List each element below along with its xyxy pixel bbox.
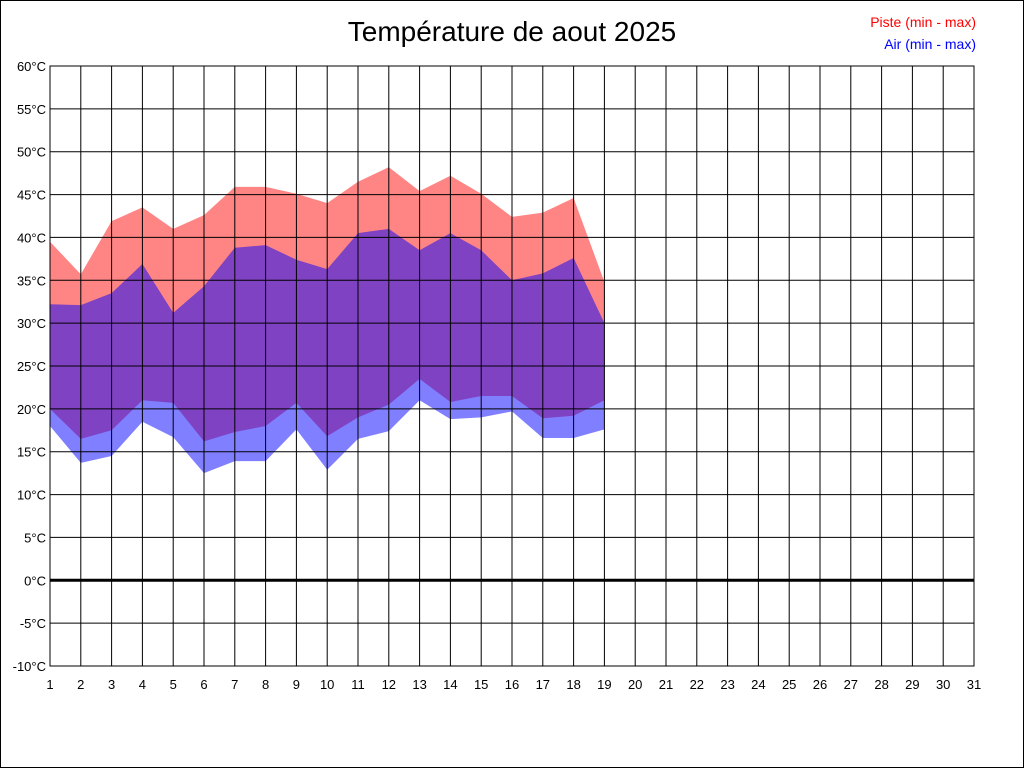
x-tick-label: 19 [597, 677, 611, 692]
y-tick-label: -5°C [20, 616, 46, 631]
x-tick-label: 22 [690, 677, 704, 692]
x-tick-label: 30 [936, 677, 950, 692]
x-tick-label: 4 [139, 677, 146, 692]
y-tick-label: 25°C [17, 359, 46, 374]
x-tick-label: 8 [262, 677, 269, 692]
x-tick-label: 25 [782, 677, 796, 692]
x-tick-label: 28 [874, 677, 888, 692]
grid-lines [49, 65, 975, 667]
y-tick-label: 60°C [17, 59, 46, 74]
y-tick-label: 20°C [17, 402, 46, 417]
x-tick-label: 6 [200, 677, 207, 692]
x-tick-label: 24 [751, 677, 765, 692]
y-tick-label: 10°C [17, 488, 46, 503]
x-tick-label: 23 [720, 677, 734, 692]
x-tick-label: 10 [320, 677, 334, 692]
x-tick-label: 20 [628, 677, 642, 692]
y-tick-label: 45°C [17, 188, 46, 203]
x-tick-label: 5 [170, 677, 177, 692]
x-tick-label: 18 [566, 677, 580, 692]
tick-labels: -10°C -5°C 0°C 5°C 10°C 15°C 20°C 25°C 30°C 35°C 4… [13, 59, 982, 692]
y-tick-label: 40°C [17, 230, 46, 245]
plot-border [49, 65, 975, 667]
x-tick-label: 31 [967, 677, 981, 692]
y-tick-label: 55°C [17, 102, 46, 117]
x-tick-label: 11 [351, 677, 365, 692]
y-tick-label: 50°C [17, 145, 46, 160]
y-tick-label: 0°C [24, 573, 46, 588]
x-tick-label: 29 [905, 677, 919, 692]
x-tick-label: 13 [412, 677, 426, 692]
x-tick-label: 9 [293, 677, 300, 692]
x-tick-label: 16 [505, 677, 519, 692]
y-tick-label: 5°C [24, 530, 46, 545]
y-tick-label: 30°C [17, 316, 46, 331]
x-tick-label: 14 [443, 677, 457, 692]
x-tick-label: 1 [46, 677, 53, 692]
x-tick-label: 3 [108, 677, 115, 692]
legend-piste: Piste (min - max) [870, 14, 976, 30]
y-tick-label: 15°C [17, 445, 46, 460]
x-tick-label: 17 [536, 677, 550, 692]
x-tick-label: 26 [813, 677, 827, 692]
x-tick-label: 2 [77, 677, 84, 692]
x-tick-label: 7 [231, 677, 238, 692]
x-tick-label: 12 [382, 677, 396, 692]
y-tick-label: 35°C [17, 273, 46, 288]
y-tick-label: -10°C [13, 659, 46, 674]
x-tick-label: 21 [659, 677, 673, 692]
x-tick-label: 27 [844, 677, 858, 692]
legend-air: Air (min - max) [884, 36, 976, 52]
x-tick-label: 15 [474, 677, 488, 692]
chart-title: Température de aout 2025 [347, 16, 677, 47]
